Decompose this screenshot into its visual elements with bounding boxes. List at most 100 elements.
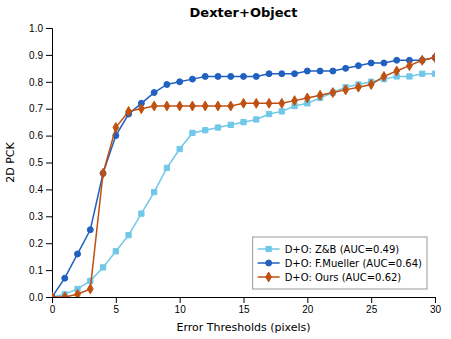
x-axis-title: Error Thresholds (pixels) [176, 321, 310, 334]
title: Dexter+Object [190, 5, 298, 20]
marker [139, 211, 144, 216]
tick-label: 0.3 [29, 211, 43, 222]
tick-mark [46, 297, 52, 298]
marker [151, 101, 157, 111]
marker [113, 123, 119, 133]
tick: 0.9 [29, 50, 52, 61]
tick-label: 30 [430, 304, 442, 315]
marker [75, 289, 81, 297]
tick-label: 0.4 [29, 184, 43, 195]
marker [381, 60, 387, 66]
marker [151, 90, 157, 96]
marker [394, 66, 400, 76]
tick: 25 [366, 297, 378, 315]
y-axis-title: 2D PCK [4, 141, 17, 182]
tick: 30 [430, 297, 442, 315]
marker [215, 125, 220, 130]
marker [279, 109, 284, 114]
marker [203, 128, 208, 133]
marker [100, 168, 106, 178]
tick-label: 25 [366, 304, 378, 315]
chart: 0510152025300.00.10.20.30.40.50.60.70.80… [0, 0, 451, 339]
marker [292, 71, 298, 77]
marker [87, 284, 93, 294]
tick: 10 [175, 297, 187, 315]
tick-label: 0 [50, 304, 56, 315]
marker [75, 251, 81, 257]
tick: 0.7 [29, 103, 52, 114]
axis-line [46, 29, 53, 298]
tick-mark [46, 270, 52, 271]
tick-mark [371, 297, 372, 303]
marker [304, 93, 310, 103]
marker [215, 101, 221, 111]
marker [266, 71, 272, 77]
marker [419, 55, 425, 65]
marker [356, 82, 362, 92]
marker [190, 101, 196, 111]
tick-label: 0.2 [29, 238, 43, 249]
tick: 1.0 [29, 23, 52, 34]
marker [304, 68, 310, 74]
marker [62, 292, 68, 297]
legend-label: D+O: Ours (AUC=0.62) [285, 272, 402, 283]
marker [228, 122, 233, 127]
tick-mark [46, 163, 52, 164]
tick-mark [46, 136, 52, 137]
marker [330, 88, 336, 98]
tick: 15 [238, 297, 250, 315]
marker [113, 249, 118, 254]
marker [126, 106, 132, 116]
tick-label: 15 [238, 304, 250, 315]
marker [343, 65, 349, 71]
tick: 0.3 [29, 211, 52, 222]
line [52, 58, 435, 297]
markers [52, 53, 435, 297]
tick: 0.4 [29, 184, 52, 195]
tick-mark [46, 28, 52, 29]
tick-label: 10 [175, 304, 187, 315]
marker [368, 60, 374, 66]
legend-label: D+O: Z&B (AUC=0.49) [285, 244, 400, 255]
marker [266, 98, 272, 108]
line [52, 58, 435, 297]
tick-mark [116, 297, 117, 303]
tick-mark [307, 297, 308, 303]
marker [139, 104, 145, 114]
tick-mark [244, 297, 245, 303]
tick: 0.5 [29, 157, 52, 168]
legend-marker [266, 260, 272, 266]
marker [164, 101, 170, 111]
tick-mark [180, 297, 181, 303]
marker [100, 265, 105, 270]
marker [190, 130, 195, 135]
tick-label: 20 [302, 304, 314, 315]
plot: 0510152025300.00.10.20.30.40.50.60.70.80… [29, 23, 441, 315]
marker [126, 232, 131, 237]
marker [330, 68, 336, 74]
tick: 0.1 [29, 265, 52, 276]
marker [254, 117, 259, 122]
tick: 0.2 [29, 238, 52, 249]
marker [407, 74, 412, 79]
legend-frame [253, 237, 427, 289]
marker [177, 101, 183, 111]
marks [52, 53, 435, 297]
tick: 5 [114, 297, 120, 315]
marker [241, 73, 247, 79]
tick-mark [46, 109, 52, 110]
marker [241, 98, 247, 108]
marker [164, 82, 170, 88]
marker [52, 292, 55, 297]
tick-label: 0.7 [29, 103, 43, 114]
legend-marker [266, 272, 272, 282]
marker [420, 71, 425, 76]
marker [253, 98, 259, 108]
marker [177, 146, 182, 151]
tick-label: 5 [114, 304, 120, 315]
y-axis: 0.00.10.20.30.40.50.60.70.80.91.0 [29, 23, 52, 303]
tick: 20 [302, 297, 314, 315]
marker [241, 120, 246, 125]
marker [202, 101, 208, 111]
marker [317, 68, 323, 74]
